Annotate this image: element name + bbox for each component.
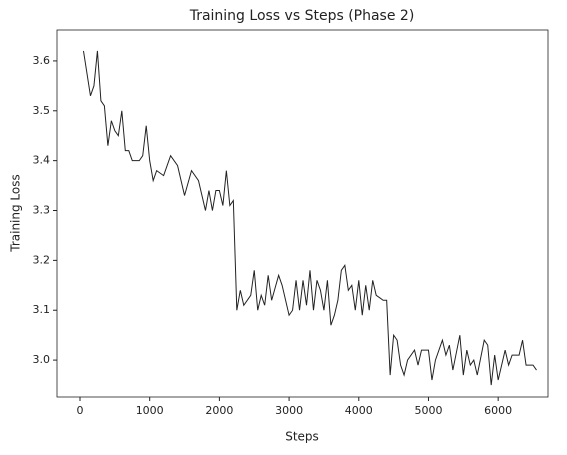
x-tick-label: 4000 [345, 404, 373, 417]
x-tick-label: 1000 [136, 404, 164, 417]
y-tick-label: 3.5 [33, 104, 51, 117]
y-tick-label: 3.6 [33, 54, 51, 67]
x-axis-label: Steps [285, 430, 319, 444]
plot-frame [56, 29, 549, 398]
chart-title: Training Loss vs Steps (Phase 2) [189, 8, 415, 24]
y-axis-label: Training Loss [9, 174, 23, 252]
y-tick-label: 3.1 [33, 303, 51, 316]
x-tick-label: 6000 [484, 404, 512, 417]
y-tick-label: 3.3 [33, 204, 51, 217]
x-tick-label: 0 [76, 404, 83, 417]
y-tick-label: 3.2 [33, 253, 51, 266]
x-tick-label: 3000 [275, 404, 303, 417]
y-tick-label: 3.0 [33, 353, 51, 366]
y-tick-label: 3.4 [33, 154, 51, 167]
x-tick-label: 2000 [205, 404, 233, 417]
loss-line [82, 50, 537, 386]
x-tick-label: 5000 [414, 404, 442, 417]
